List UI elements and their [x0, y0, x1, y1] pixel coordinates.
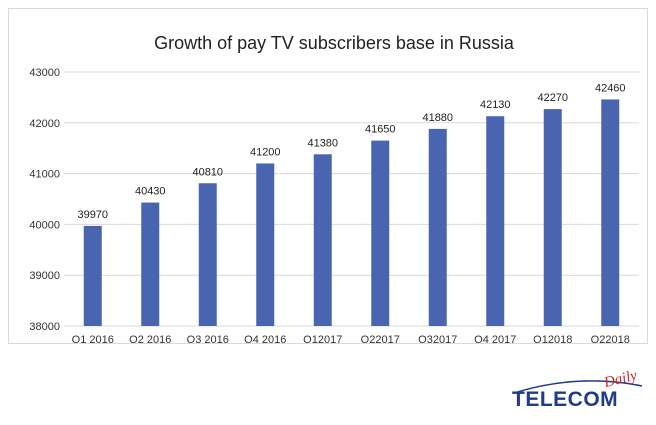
x-tick-label: Q12017	[303, 334, 342, 343]
logo-accent: Daily	[602, 368, 640, 391]
bars	[83, 99, 620, 326]
y-tick-label: 40000	[29, 219, 60, 231]
data-label: 41380	[307, 137, 338, 149]
chart-title: Growth of pay TV subscribers base in Rus…	[154, 33, 515, 53]
y-tick-label: 41000	[29, 169, 60, 181]
x-tick-label: Q32017	[418, 334, 457, 343]
y-tick-label: 39000	[29, 270, 60, 282]
bar	[543, 109, 562, 326]
bar	[256, 163, 275, 326]
bar	[313, 154, 332, 326]
telecom-daily-logo: TELECOM Daily	[508, 367, 648, 420]
data-label: 42460	[595, 82, 626, 94]
data-label: 39970	[77, 209, 108, 221]
x-tick-label: Q4 2016	[244, 334, 286, 343]
x-axis: Q1 2016 Q2 2016 Q3 2016 Q4 2016 Q12017 Q22017…	[72, 334, 630, 343]
data-label: 40810	[192, 166, 223, 178]
x-tick-label: Q3 2016	[187, 334, 229, 343]
data-label: 42270	[537, 92, 568, 104]
x-tick-label: Q22017	[361, 334, 400, 343]
bar	[601, 99, 620, 326]
bar	[83, 225, 102, 326]
logo-graphic: TELECOM Daily	[512, 367, 643, 411]
bar	[198, 183, 217, 326]
bar	[371, 140, 390, 326]
logo-swoosh	[513, 380, 643, 394]
x-tick-label: Q4 2017	[474, 334, 516, 343]
y-tick-label: 42000	[29, 118, 60, 130]
data-labels: 39970 40430 40810 41200 41380 41650 41880 42130…	[77, 82, 625, 220]
data-label: 41880	[422, 112, 453, 124]
logo-text: TELECOM	[512, 388, 618, 411]
bar	[486, 116, 505, 326]
data-label: 40430	[135, 186, 166, 198]
data-label: 41650	[365, 124, 396, 136]
x-tick-label: Q22018	[591, 334, 630, 343]
bar	[141, 202, 160, 326]
bar-chart: Growth of pay TV subscribers base in Rus…	[29, 33, 639, 343]
gridlines	[64, 71, 639, 327]
data-label: 42130	[480, 99, 511, 111]
y-tick-label: 38000	[29, 321, 60, 333]
x-tick-label: Q1 2016	[72, 334, 114, 343]
x-tick-label: Q2 2016	[129, 334, 171, 343]
data-label: 41200	[250, 146, 281, 158]
x-tick-label: Q12018	[533, 334, 572, 343]
bar	[428, 128, 447, 326]
y-axis: 38000 39000 40000 41000 42000 43000	[29, 67, 60, 333]
chart-container: Growth of pay TV subscribers base in Rus…	[8, 8, 648, 344]
y-tick-label: 43000	[29, 67, 60, 79]
